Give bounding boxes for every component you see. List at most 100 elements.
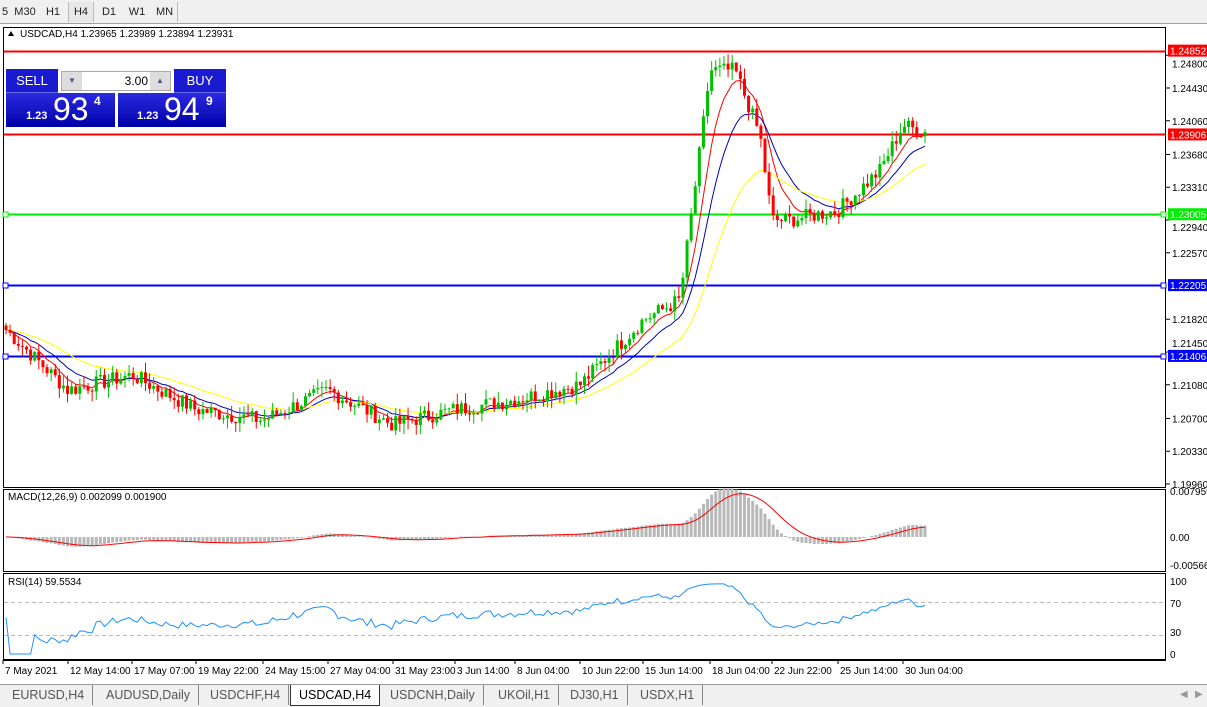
timeframe-toolbar: 5 M30 H1 H4 D1 W1 MN <box>0 0 1207 24</box>
timeframe-d1[interactable]: D1 <box>101 6 117 18</box>
candle <box>669 302 673 312</box>
candle-body <box>759 125 763 139</box>
candle-body <box>582 376 586 386</box>
timeframe-h4[interactable]: H4 <box>68 2 94 22</box>
candle <box>410 417 414 424</box>
candle-body <box>517 401 521 407</box>
lot-size-value[interactable]: 3.00 <box>124 74 148 88</box>
buy-price[interactable]: 1.23 94 9 <box>118 91 226 127</box>
candle-body <box>521 401 525 403</box>
macd-histogram-bar <box>345 535 349 537</box>
candle-body <box>812 213 816 221</box>
candle <box>459 400 463 417</box>
candle <box>431 411 435 429</box>
macd-histogram-bar <box>907 525 911 537</box>
macd-histogram-bar <box>915 525 919 537</box>
timeframe-m5[interactable]: 5 <box>1 6 9 18</box>
candle-body <box>866 183 870 187</box>
macd-histogram-bar <box>217 537 221 544</box>
candle <box>541 396 545 407</box>
candle-body <box>648 318 652 320</box>
macd-histogram-bar <box>115 537 119 543</box>
lot-size-field[interactable]: ▼ 3.00 ▲ <box>61 71 171 91</box>
tab-audusd-daily[interactable]: AUDUSD,Daily <box>98 685 200 705</box>
macd-histogram-bar <box>156 537 160 541</box>
candle <box>111 365 115 385</box>
candle <box>886 148 890 164</box>
tab-ukoil-h1[interactable]: UKOil,H1 <box>490 685 560 705</box>
candle <box>447 407 451 415</box>
macd-histogram-bar <box>152 537 156 541</box>
collapse-triangle-icon[interactable] <box>8 31 14 36</box>
candle-body <box>788 213 792 217</box>
macd-histogram-bar <box>615 528 619 537</box>
price-tick-label: 1.24430 <box>1172 84 1207 95</box>
buy-button[interactable]: BUY <box>174 69 226 93</box>
candle <box>332 386 336 401</box>
chart-canvas[interactable]: 0.007959 0.00 -0.005663 100 70 30 0 USDCAD,H4… <box>0 24 1207 684</box>
macd-pane <box>3 489 1166 572</box>
macd-histogram-bar <box>800 537 804 543</box>
timeframe-m30[interactable]: M30 <box>14 6 36 18</box>
candle <box>373 402 377 424</box>
macd-histogram-bar <box>353 536 357 537</box>
candle <box>726 54 730 78</box>
timeframe-h1[interactable]: H1 <box>45 6 61 18</box>
macd-histogram-bar <box>714 491 718 537</box>
candle-body <box>587 376 591 379</box>
candle <box>652 312 656 326</box>
candle <box>127 365 131 382</box>
candle-body <box>816 211 820 221</box>
sell-button[interactable]: SELL <box>6 69 58 93</box>
macd-histogram-bar <box>283 537 287 540</box>
tab-dj30-h1[interactable]: DJ30,H1 <box>562 685 628 705</box>
rsi-tick-label: 30 <box>1170 628 1182 639</box>
macd-histogram-bar <box>816 537 820 544</box>
candle <box>693 181 697 215</box>
candle-body <box>870 174 874 187</box>
candle-body <box>107 381 111 388</box>
candle-body <box>681 277 685 298</box>
candle <box>185 393 189 414</box>
scroll-right-icon[interactable]: ▶ <box>1195 689 1203 700</box>
tab-usdcnh-daily[interactable]: USDCNH,Daily <box>382 685 484 705</box>
tab-eurusd-h4[interactable]: EURUSD,H4 <box>4 685 94 705</box>
candle-body <box>902 127 906 133</box>
macd-histogram-bar <box>747 497 751 537</box>
timeframe-w1[interactable]: W1 <box>128 6 146 18</box>
macd-histogram-bar <box>673 523 677 537</box>
tab-usdcad-h4[interactable]: USDCAD,H4 <box>290 685 381 706</box>
macd-histogram-bar <box>324 533 328 537</box>
scroll-left-icon[interactable]: ◀ <box>1180 689 1188 700</box>
sell-price[interactable]: 1.23 93 4 <box>6 91 115 127</box>
candle-body <box>599 361 603 365</box>
candle <box>37 343 41 370</box>
timeframe-mn[interactable]: MN <box>152 2 178 22</box>
macd-histogram-bar <box>755 504 759 537</box>
candle-body <box>271 410 275 419</box>
chart-window[interactable]: 0.007959 0.00 -0.005663 100 70 30 0 USDCAD,H4… <box>0 24 1207 684</box>
macd-histogram-bar <box>271 537 275 541</box>
macd-histogram-bar <box>751 500 755 537</box>
candle <box>176 393 180 413</box>
candle-body <box>377 419 381 424</box>
macd-histogram-bar <box>373 537 377 539</box>
decrease-lot-icon[interactable]: ▼ <box>62 72 82 90</box>
candle <box>361 395 365 406</box>
tab-usdchf-h4[interactable]: USDCHF,H4 <box>202 685 290 705</box>
candle <box>250 407 254 423</box>
candle <box>628 334 632 349</box>
increase-lot-icon[interactable]: ▲ <box>150 72 170 90</box>
candle <box>328 379 332 394</box>
macd-histogram-bar <box>652 524 656 537</box>
candle-body <box>373 405 377 424</box>
candle-body <box>410 419 414 421</box>
candle <box>102 368 106 389</box>
candle-body <box>74 386 78 394</box>
macd-histogram-bar <box>574 533 578 537</box>
macd-histogram-bar <box>550 534 554 537</box>
tab-usdx-h1[interactable]: USDX,H1 <box>632 685 704 705</box>
macd-histogram-bar <box>422 537 426 540</box>
candle-body <box>722 63 726 66</box>
candle-body <box>328 387 332 389</box>
